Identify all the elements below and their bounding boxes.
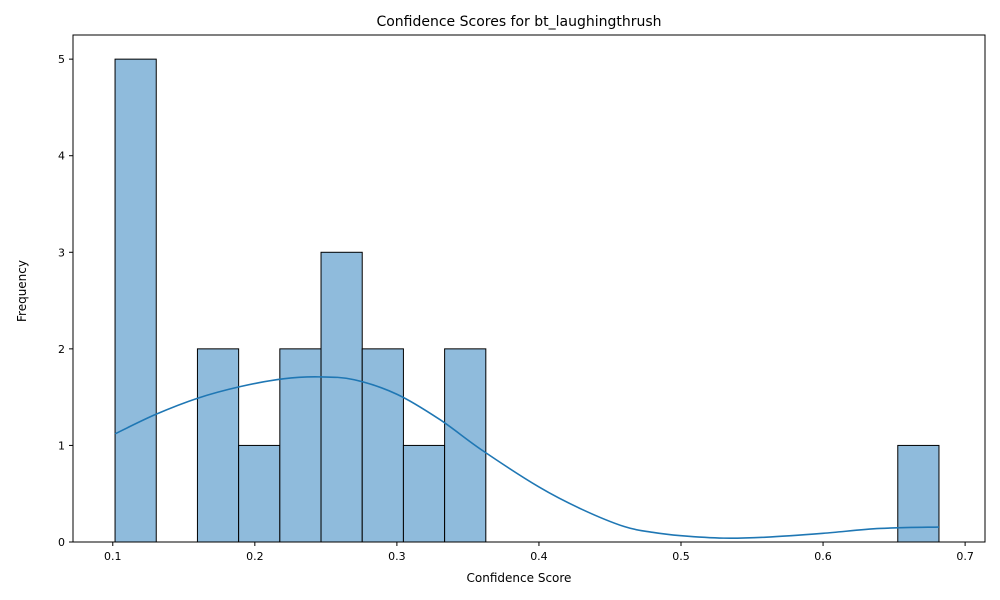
histogram-bar: [320, 251, 363, 543]
x-tick-label: 0.1: [104, 550, 122, 563]
histogram-bars: [114, 58, 940, 543]
x-tick-label: 0.2: [246, 550, 264, 563]
histogram-bar: [238, 444, 281, 543]
histogram-bar: [361, 348, 404, 543]
x-tick-label: 0.5: [672, 550, 690, 563]
kde-curve: [114, 376, 939, 540]
y-tick-label: 1: [58, 439, 65, 452]
y-tick-label: 3: [58, 246, 65, 259]
x-tick-label: 0.6: [814, 550, 832, 563]
histogram-bar: [279, 348, 322, 543]
histogram-bar: [897, 444, 940, 543]
x-axis-label: Confidence Score: [467, 571, 572, 585]
x-tick-label: 0.4: [530, 550, 548, 563]
y-tick-label: 2: [58, 343, 65, 356]
y-tick-label: 0: [58, 536, 65, 549]
x-axis-ticks: 0.1 0.2 0.3 0.4 0.5 0.6 0.7: [104, 542, 974, 563]
histogram-bar: [196, 348, 240, 543]
histogram-bar: [402, 444, 446, 543]
x-tick-label: 0.7: [956, 550, 974, 563]
y-tick-label: 4: [58, 150, 65, 163]
y-tick-label: 5: [58, 53, 65, 66]
chart-title: Confidence Scores for bt_laughingthrush: [376, 14, 661, 30]
histogram-bar: [114, 58, 157, 543]
histogram-bar: [444, 348, 487, 543]
y-axis-ticks: 0 1 2 3 4 5: [58, 53, 73, 549]
x-tick-label: 0.3: [388, 550, 406, 563]
plot-frame: [72, 34, 986, 543]
y-axis-label: Frequency: [15, 260, 29, 322]
